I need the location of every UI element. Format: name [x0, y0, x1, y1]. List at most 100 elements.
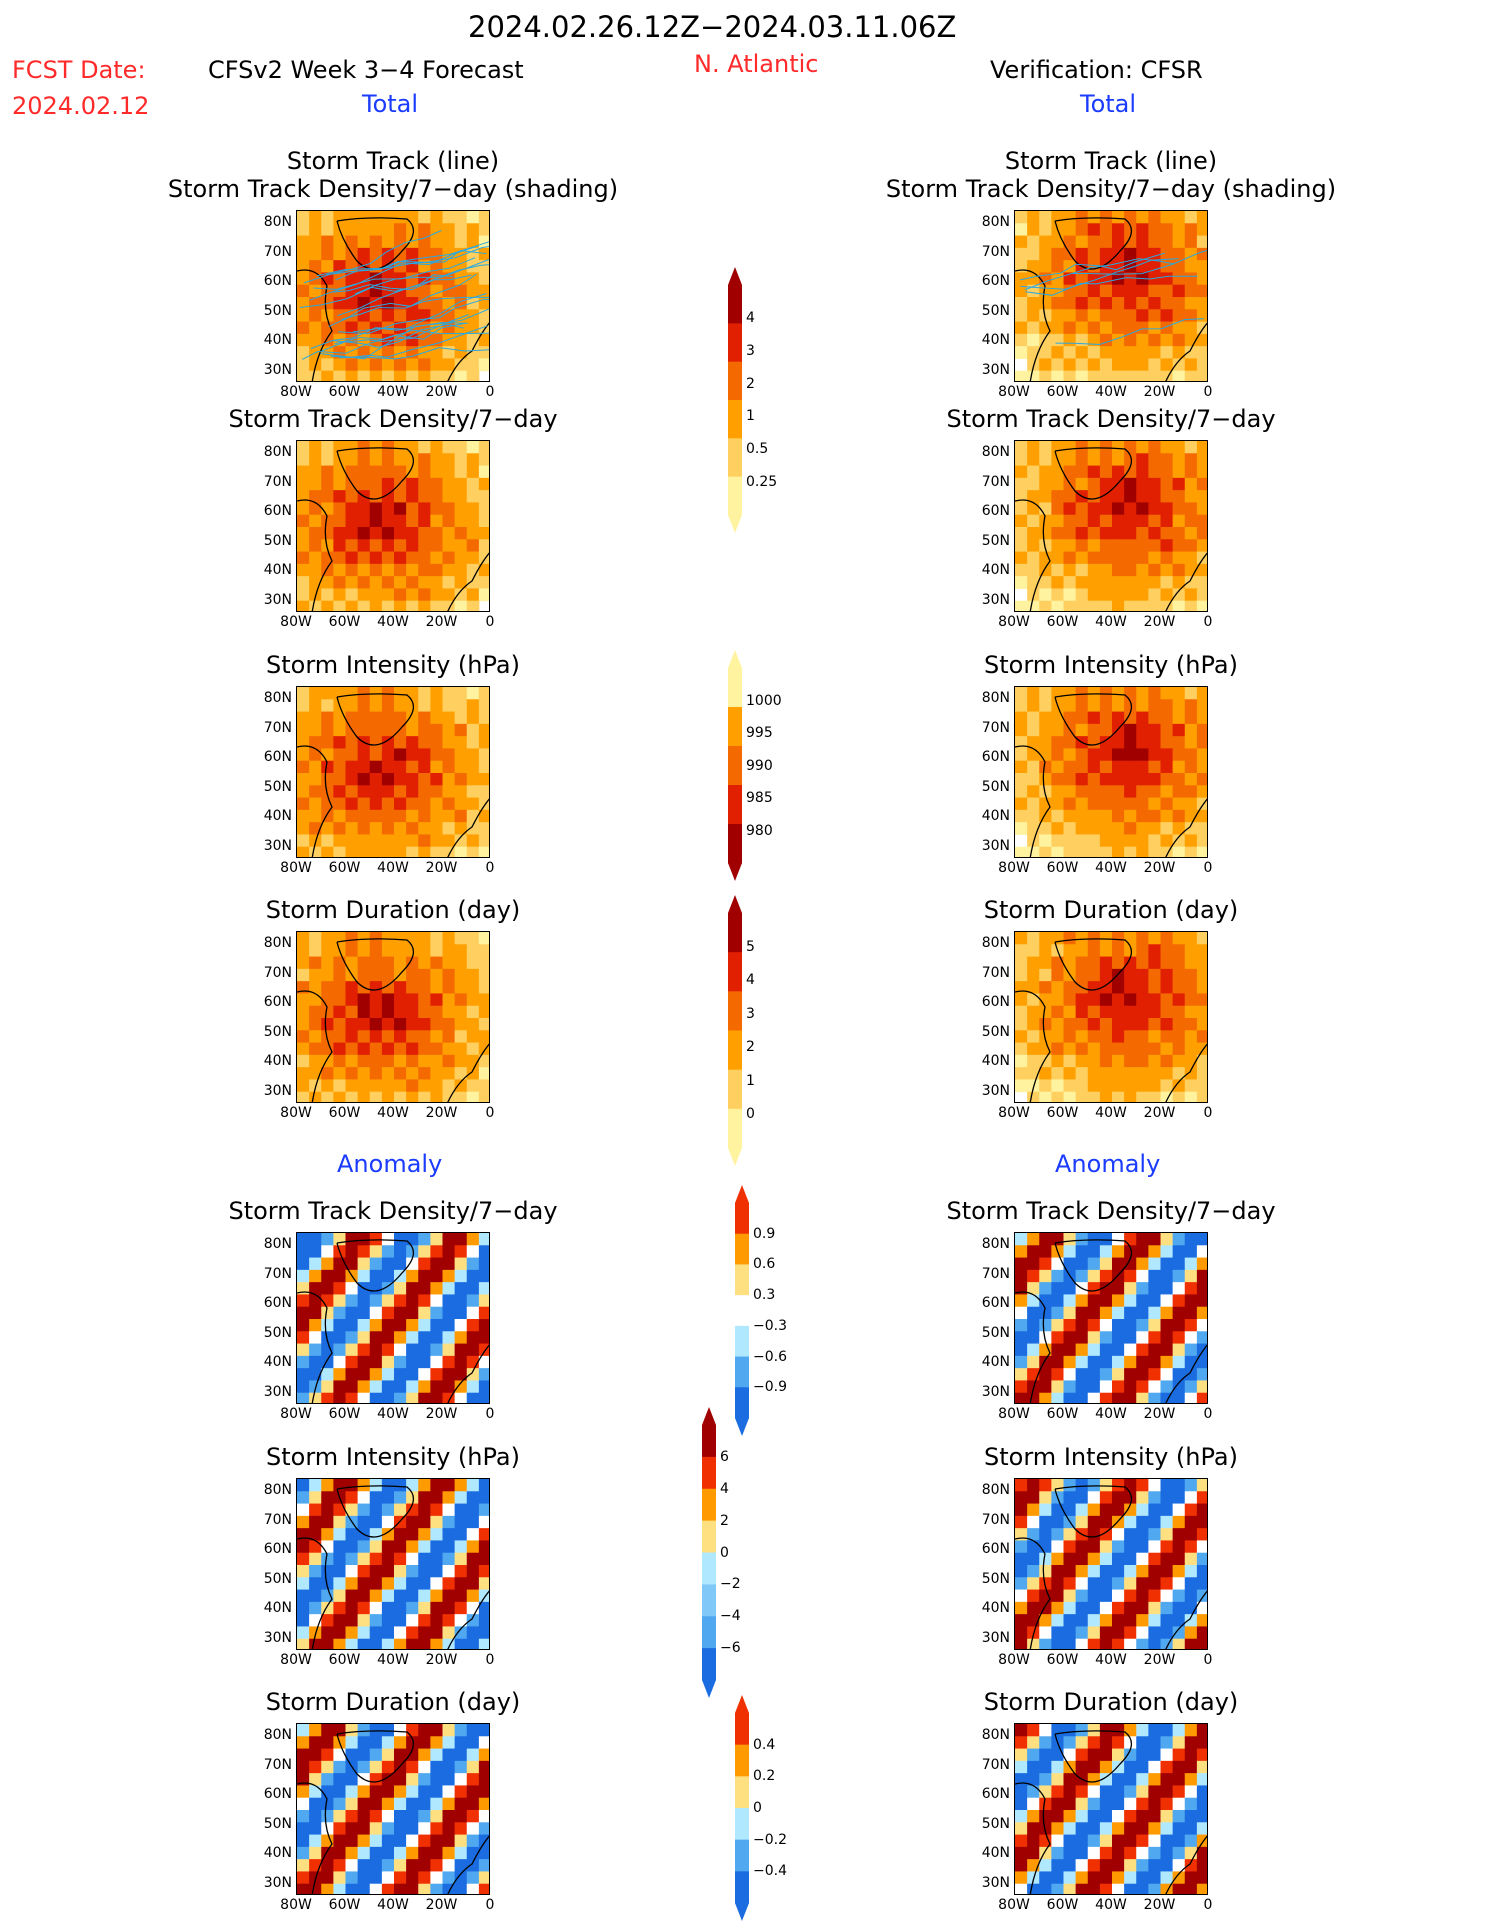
grid-cell — [357, 760, 371, 774]
grid-cell — [1148, 993, 1161, 1007]
grid-cell — [1184, 1079, 1198, 1093]
grid-cell — [1172, 600, 1186, 611]
grid-cell — [1039, 370, 1052, 381]
grid-cell — [394, 1589, 407, 1603]
grid-cell — [394, 1491, 407, 1505]
grid-cell — [309, 968, 322, 982]
grid-cell — [357, 1834, 371, 1848]
x-tick-label: 0 — [1203, 1105, 1213, 1121]
colorbar-label: 980 — [746, 822, 773, 839]
grid-cell — [1160, 477, 1174, 491]
grid-cell — [1136, 600, 1149, 611]
grid-cell — [1196, 1614, 1207, 1627]
grid-cell — [1087, 453, 1101, 467]
grid-cell — [1184, 600, 1198, 611]
grid-cell — [1112, 297, 1125, 310]
grid-cell — [1087, 576, 1101, 589]
grid-cell — [357, 1797, 371, 1811]
grid-cell — [297, 1834, 310, 1848]
grid-cell — [478, 502, 489, 516]
grid-cell — [442, 563, 456, 577]
colorbar-segment — [702, 1425, 716, 1458]
grid-cell — [1051, 1355, 1064, 1369]
grid-cell — [1148, 1257, 1161, 1271]
grid-cell — [418, 477, 431, 491]
grid-cell — [369, 1503, 383, 1517]
grid-cell — [1196, 1760, 1207, 1774]
grid-cell — [430, 1355, 443, 1369]
grid-cell — [297, 1515, 310, 1529]
grid-cell — [1172, 785, 1186, 799]
grid-cell — [1172, 527, 1186, 540]
grid-cell — [1172, 723, 1186, 737]
x-tick-label: 80W — [280, 614, 312, 630]
grid-cell — [333, 1601, 346, 1615]
grid-cell — [1124, 956, 1137, 970]
grid-cell — [394, 247, 407, 261]
grid-cell — [430, 1528, 443, 1541]
grid-cell — [394, 723, 407, 737]
grid-cell — [1136, 1233, 1149, 1246]
grid-cell — [1196, 809, 1207, 823]
grid-cell — [1087, 1067, 1101, 1080]
grid-cell — [406, 333, 419, 347]
grid-cell — [1051, 1601, 1064, 1615]
grid-cell — [297, 1054, 310, 1068]
grid-cell — [369, 1042, 383, 1056]
grid-cell — [1063, 1319, 1077, 1332]
grid-cell — [406, 309, 419, 323]
grid-cell — [1015, 1233, 1028, 1246]
grid-cell — [466, 1589, 480, 1603]
grid-cell — [394, 527, 407, 540]
grid-cell — [442, 490, 456, 503]
grid-cell — [321, 846, 334, 857]
grid-cell — [394, 539, 407, 553]
grid-cell — [1039, 1773, 1052, 1786]
grid-cell — [1051, 1282, 1064, 1295]
grid-cell — [418, 551, 431, 565]
grid-cell — [430, 1834, 443, 1848]
grid-cell — [1148, 514, 1161, 528]
grid-cell — [1124, 1343, 1137, 1357]
grid-cell — [1027, 1760, 1040, 1774]
grid-cell — [333, 370, 346, 381]
grid-cell — [1160, 1834, 1174, 1848]
grid-cell — [1196, 1368, 1207, 1381]
grid-cell — [1136, 1282, 1149, 1295]
colorbar-segment — [735, 1713, 749, 1746]
grid-cell — [454, 993, 468, 1007]
grid-cell — [430, 1343, 443, 1357]
grid-cell — [406, 1797, 419, 1811]
grid-cell — [369, 309, 383, 323]
grid-cell — [369, 1859, 383, 1872]
grid-cell — [1051, 576, 1064, 589]
grid-cell — [454, 846, 468, 857]
grid-cell — [1112, 1091, 1125, 1102]
grid-cell — [1196, 834, 1207, 848]
grid-cell — [1063, 1810, 1077, 1823]
grid-cell — [418, 453, 431, 467]
grid-cell — [333, 1773, 346, 1786]
grid-cell — [321, 1503, 334, 1517]
grid-cell — [1039, 846, 1052, 857]
grid-cell — [369, 1380, 383, 1394]
grid-cell — [345, 932, 359, 945]
grid-cell — [1172, 453, 1186, 467]
grid-cell — [333, 600, 346, 611]
grid-cell — [381, 1773, 395, 1786]
grid-cell — [1015, 539, 1028, 553]
grid-cell — [369, 1030, 383, 1044]
grid-cell — [466, 1091, 480, 1102]
grid-cell — [1196, 576, 1207, 589]
grid-cell — [297, 809, 310, 823]
grid-cell — [1075, 309, 1089, 323]
colorbar-arrow — [728, 895, 742, 913]
grid-cell — [321, 514, 334, 528]
grid-cell — [1099, 760, 1113, 774]
grid-cell — [357, 1736, 371, 1750]
grid-cell — [418, 956, 431, 970]
grid-cell — [1099, 1614, 1113, 1627]
grid-cell — [1112, 1883, 1125, 1894]
grid-cell — [1136, 1392, 1149, 1403]
grid-cell — [333, 1368, 346, 1381]
